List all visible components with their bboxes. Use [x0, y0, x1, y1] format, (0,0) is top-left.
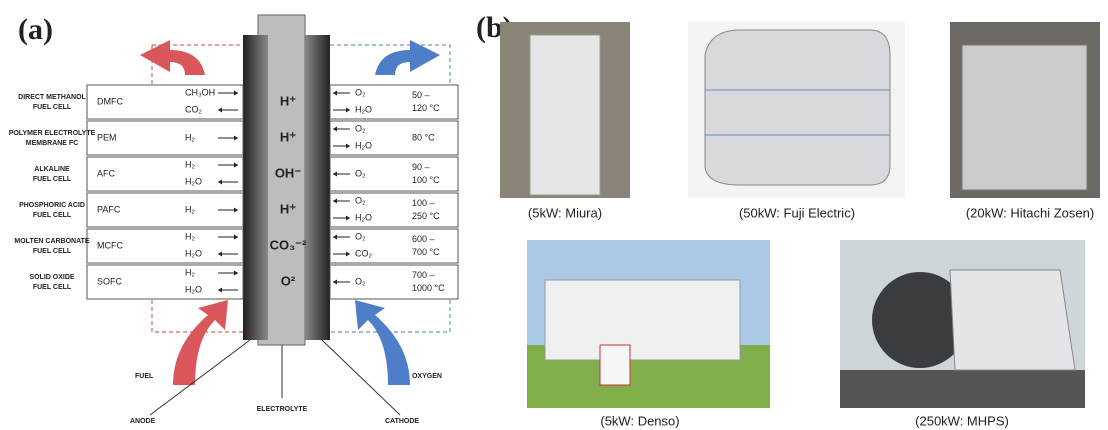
cathode-species: O₂: [355, 123, 366, 133]
cell-name: SOLID OXIDE: [29, 274, 74, 281]
anode-species: H₂: [185, 231, 195, 241]
cell-name: FUEL CELL: [33, 212, 72, 219]
cathode-species: H₂O: [355, 212, 372, 222]
cell-abbr: PAFC: [97, 204, 121, 214]
anode-species: H₂O: [185, 248, 202, 258]
cell-abbr: SOFC: [97, 276, 123, 286]
photo-caption: (250kW: MHPS): [915, 413, 1009, 428]
row-box: [330, 121, 458, 155]
anode-species: CH₃OH: [185, 87, 215, 97]
anode-species: H₂O: [185, 176, 202, 186]
cell-abbr: PEM: [97, 132, 117, 142]
temperature: 80 °C: [412, 132, 435, 142]
photo-ground: [840, 370, 1085, 408]
cell-name: ALKALINE: [34, 166, 70, 173]
cathode-species: H₂O: [355, 104, 372, 114]
photo-caption: (20kW: Hitachi Zosen): [966, 205, 1094, 220]
oxygen-arrow: [355, 300, 410, 385]
ion: H⁺: [280, 201, 296, 216]
temperature: 1000 °C: [412, 283, 445, 293]
anode-species: H₂: [185, 159, 195, 169]
anode-plate: [243, 35, 268, 340]
anode-species: CO₂: [185, 104, 203, 114]
cell-name: FUEL CELL: [33, 104, 72, 111]
cell-name: FUEL CELL: [33, 176, 72, 183]
temperature: 90 –: [412, 162, 430, 172]
cell-name: FUEL CELL: [33, 248, 72, 255]
cathode-species: H₂O: [355, 140, 372, 150]
photo-unit: [962, 45, 1087, 190]
rows: DIRECT METHANOL FUEL CELL DMFC CH₃OH CO₂ H⁺ O₂…: [9, 85, 458, 299]
cathode-species: O₂: [355, 276, 366, 286]
figure: (a) FUEL OXYGEN ANODE ELECTROLYTE CATHOD…: [0, 0, 1108, 430]
panel-a: (a) FUEL OXYGEN ANODE ELECTROLYTE CATHOD…: [9, 13, 458, 425]
cell-abbr: DMFC: [97, 96, 123, 106]
panel-label: (a): [18, 13, 53, 46]
temperature: 100 –: [412, 198, 435, 208]
cell-name: POLYMER ELECTROLYTE: [9, 130, 96, 137]
cathode-label: CATHODE: [385, 418, 419, 425]
cathode-species: O₂: [355, 87, 366, 97]
anode-species: H₂: [185, 267, 195, 277]
cell-name: MEMBRANE FC: [26, 140, 79, 147]
temperature: 50 –: [412, 90, 430, 100]
photo-caption: (5kW: Miura): [528, 205, 602, 220]
photo-caption: (5kW: Denso): [600, 413, 679, 428]
cell-abbr: MCFC: [97, 240, 123, 250]
photo-unit: [950, 270, 1075, 370]
cathode-plate: [305, 35, 330, 340]
photo-unit: [600, 345, 630, 385]
panel-b: (b) (5kW: Miura) (50kW: Fuji Electric) (…: [476, 11, 1100, 429]
cell-name: MOLTEN CARBONATE: [14, 238, 90, 245]
cell-name: PHOSPHORIC ACID: [19, 202, 85, 209]
cathode-species: CO₂: [355, 248, 373, 258]
fuel-arrow: [173, 300, 228, 385]
anode-species: H₂: [185, 204, 195, 214]
temperature: 120 °C: [412, 103, 440, 113]
cathode-species: O₂: [355, 195, 366, 205]
electrolyte-label: ELECTROLYTE: [257, 406, 308, 413]
anode-species: H₂: [185, 132, 195, 142]
anode-label: ANODE: [130, 418, 156, 425]
temperature: 700 °C: [412, 247, 440, 257]
cathode-species: O₂: [355, 231, 366, 241]
ion: CO₃⁻²: [270, 237, 307, 252]
fuel-label: FUEL: [135, 373, 154, 380]
photo-unit: [530, 35, 600, 195]
temperature: 700 –: [412, 270, 435, 280]
ion: OH⁻: [275, 165, 302, 180]
photo-unit: [705, 30, 890, 185]
ion: H⁺: [280, 129, 296, 144]
cell-name: DIRECT METHANOL: [18, 94, 86, 101]
oxygen-label: OXYGEN: [412, 373, 442, 380]
anode-species: H₂O: [185, 284, 202, 294]
cell-abbr: AFC: [97, 168, 116, 178]
photo-caption: (50kW: Fuji Electric): [739, 205, 855, 220]
ion: O²: [281, 273, 296, 288]
cathode-species: O₂: [355, 168, 366, 178]
temperature: 250 °C: [412, 211, 440, 221]
temperature: 100 °C: [412, 175, 440, 185]
photo-house: [545, 280, 740, 360]
ion: H⁺: [280, 93, 296, 108]
temperature: 600 –: [412, 234, 435, 244]
cell-name: FUEL CELL: [33, 284, 72, 291]
